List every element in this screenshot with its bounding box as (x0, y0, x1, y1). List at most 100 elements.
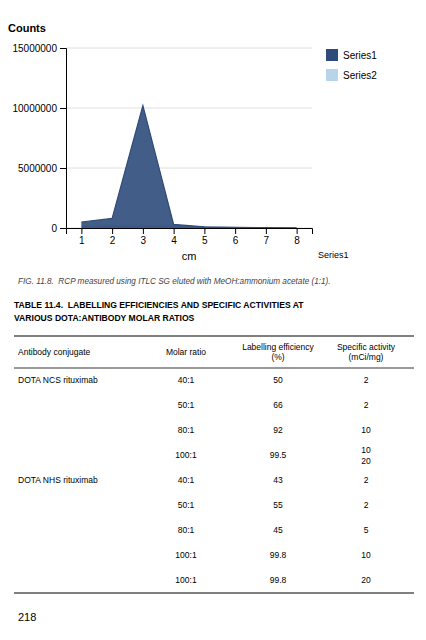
y-tick-label: 10000000 (13, 103, 58, 114)
x-tick-label: 5 (202, 235, 208, 246)
table-cell: 40:1 (178, 475, 195, 485)
x-tick: 6 (233, 228, 239, 246)
table-cell-line: 2 (364, 475, 369, 485)
table-cell-line: 55 (273, 500, 283, 510)
table-cell: 80:1 (178, 525, 195, 535)
area (81, 106, 296, 228)
table-header-line: (mCi/mg) (349, 352, 384, 362)
table-cell: 43 (273, 475, 283, 485)
grid-line (66, 108, 312, 109)
table-cell-line: 10 (361, 445, 371, 455)
table-cell-line: 99.8 (270, 575, 287, 585)
table-cell-line: 2 (364, 375, 369, 385)
table-cell: 55 (273, 500, 283, 510)
table-cell: 5 (364, 525, 369, 535)
x-tick-label: 4 (171, 235, 177, 246)
table-header: Specific activity(mCi/mg) (337, 342, 396, 362)
y-tick-mark (60, 228, 66, 229)
table-cell-line: 80:1 (178, 425, 195, 435)
y-tick-label: 5000000 (18, 163, 57, 174)
table-cell: 20 (361, 575, 371, 585)
table-cell-line: 100:1 (175, 550, 197, 560)
table-cell: 100:1 (175, 550, 197, 560)
x-tick-label: 1 (79, 235, 85, 246)
x-tick-label: 6 (233, 235, 239, 246)
table-cell-line: 40:1 (178, 375, 195, 385)
x-tick-mark (204, 228, 205, 234)
table-cell-line: 66 (273, 400, 283, 410)
table-rule (14, 368, 414, 369)
table-cell-line: 5 (364, 525, 369, 535)
table-cell-line: 2 (364, 500, 369, 510)
table-cell-line: 10 (361, 425, 371, 435)
x-tick: 7 (264, 228, 270, 246)
annotation: Series1 (318, 250, 349, 260)
table-cell: 1020 (361, 445, 371, 465)
y-tick-mark (60, 108, 66, 109)
table-cell: 10 (361, 550, 371, 560)
table-cell-line: 45 (273, 525, 283, 535)
table-cell-line: 100:1 (175, 575, 197, 585)
table-cell: 40:1 (178, 375, 195, 385)
y-axis-line (60, 49, 67, 229)
table-cell: 2 (364, 375, 369, 385)
table-rule (14, 335, 414, 336)
legend-swatch (326, 69, 338, 81)
table-cell-line: DOTA NHS rituximab (18, 475, 98, 485)
y-tick: 10000000 (13, 103, 67, 114)
table-header: Labelling efficiency(%) (242, 342, 314, 362)
legend-label: Series1 (343, 50, 377, 61)
table-cell: DOTA NCS rituximab (18, 375, 98, 385)
y-tick-label: 15000000 (13, 43, 58, 54)
y-axis: 0 5000000 10000000 15000000 (13, 43, 67, 234)
y-tick: 5000000 (18, 163, 66, 174)
table-cell: 2 (364, 400, 369, 410)
legend: Series1 Series2 (326, 49, 377, 81)
table-cell: 2 (364, 475, 369, 485)
table-rule (14, 592, 414, 593)
y-tick-label: 0 (51, 223, 57, 234)
table-cell: 50:1 (178, 400, 195, 410)
x-axis: 12345678 (67, 228, 313, 246)
table-cell: 100:1 (175, 575, 197, 585)
table-cell-line: 80:1 (178, 525, 195, 535)
table-header-line: Specific activity (337, 342, 396, 352)
table-cell-line: 10 (361, 550, 371, 560)
table-cell-line: 43 (273, 475, 283, 485)
x-axis-title: cm (182, 250, 197, 262)
table-header-line: Molar ratio (166, 347, 206, 357)
table-header-line: Antibody conjugate (18, 347, 91, 357)
x-tick-label: 3 (141, 235, 147, 246)
table-cell: 99.8 (270, 550, 287, 560)
table-cell-line: 50:1 (178, 400, 195, 410)
table-cell-line: 99.5 (270, 450, 287, 460)
table-cell-line: DOTA NCS rituximab (18, 375, 98, 385)
x-tick-mark (266, 228, 267, 234)
table-cell: 99.5 (270, 450, 287, 460)
table-cell: 100:1 (175, 450, 197, 460)
table-cell: 92 (273, 425, 283, 435)
table-title: VARIOUS DOTA:ANTIBODY MOLAR RATIOS (14, 313, 195, 323)
legend-item: Series2 (326, 69, 377, 81)
y-tick-mark (60, 168, 66, 169)
table-cell: 50:1 (178, 500, 195, 510)
x-tick: 3 (141, 228, 147, 246)
x-tick: 5 (202, 228, 208, 246)
x-tick-mark (174, 228, 175, 234)
page-number: 218 (18, 611, 36, 623)
table-cell-line: 20 (361, 456, 371, 466)
table-cell-line: 50 (273, 375, 283, 385)
grid-line (66, 168, 312, 169)
table-cell-line: 50:1 (178, 500, 195, 510)
table-header-line: (%) (271, 352, 284, 362)
x-tick-mark (112, 228, 113, 234)
table-title: TABLE 11.4. LABELLING EFFICIENCIES AND S… (14, 300, 304, 310)
page: 12345678050000001000000015000000cmCounts… (0, 0, 426, 640)
line (81, 106, 296, 228)
table-header: Molar ratio (166, 347, 206, 357)
table-cell-line: 40:1 (178, 475, 195, 485)
x-tick: 2 (110, 228, 116, 246)
y-tick-mark (60, 48, 66, 49)
table-cell-line: 20 (361, 575, 371, 585)
x-tick: 1 (79, 228, 85, 246)
